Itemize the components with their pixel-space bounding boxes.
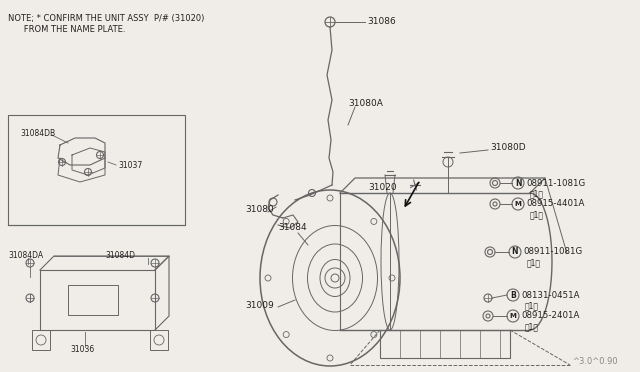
Bar [380,330,510,358]
Bar [68,285,118,315]
Text: 31036: 31036 [70,346,94,355]
Text: 31037: 31037 [118,160,142,170]
Text: 08911-1081G: 08911-1081G [526,179,585,187]
Text: 31009: 31009 [245,301,274,310]
Text: （1）: （1） [525,301,539,311]
Bar [150,330,168,350]
Text: 31084D: 31084D [105,250,135,260]
Text: （1）: （1） [530,189,544,199]
Text: M: M [515,201,522,207]
Text: 08911-1081G: 08911-1081G [523,247,582,257]
Text: N: N [512,247,518,257]
Text: 31084: 31084 [278,224,307,232]
Bar [8,115,185,225]
Text: 31080: 31080 [245,205,274,215]
Text: ^3.0^0.90: ^3.0^0.90 [572,357,618,366]
Text: 08915-4401A: 08915-4401A [526,199,584,208]
Bar [40,270,155,330]
Text: 31080D: 31080D [490,144,525,153]
Text: 31084DA: 31084DA [8,250,43,260]
Text: NOTE; * CONFIRM THE UNIT ASSY  P/# (31020): NOTE; * CONFIRM THE UNIT ASSY P/# (31020… [8,13,204,22]
Text: 31080A: 31080A [348,99,383,108]
Text: （1）: （1） [527,259,541,267]
Text: （1）: （1） [530,211,544,219]
Text: （1）: （1） [525,323,539,331]
Text: 08915-2401A: 08915-2401A [521,311,579,321]
Text: FROM THE NAME PLATE.: FROM THE NAME PLATE. [8,26,125,35]
Text: M: M [509,313,516,319]
Text: B: B [510,291,516,299]
Text: 31084DB: 31084DB [20,128,55,138]
Text: 31020: 31020 [368,183,397,192]
Text: 08131-0451A: 08131-0451A [521,291,579,299]
Bar [32,330,50,350]
Text: N: N [515,179,521,187]
Text: 31086: 31086 [367,17,396,26]
